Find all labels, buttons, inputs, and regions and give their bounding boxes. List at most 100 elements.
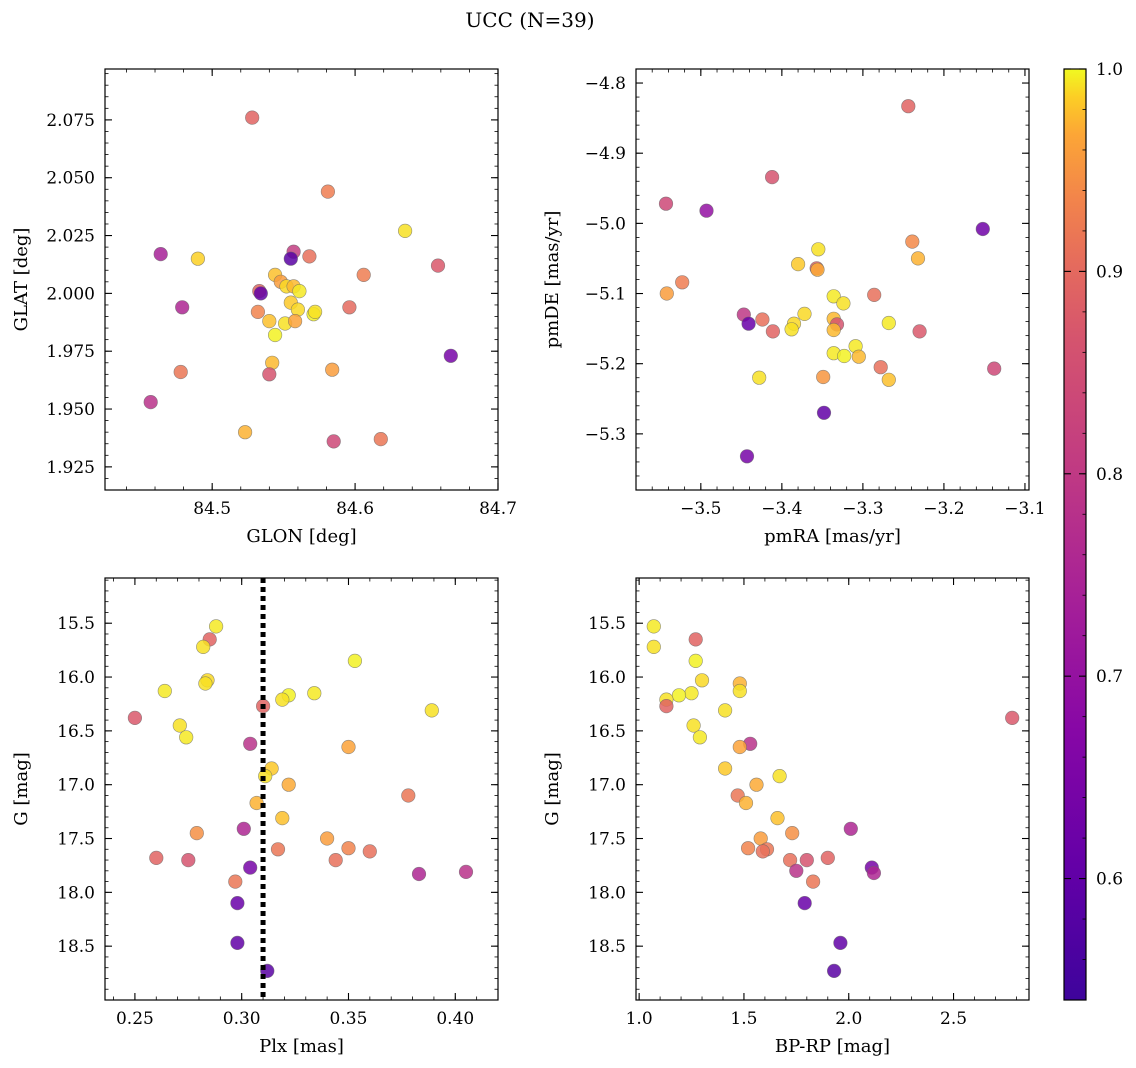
y-tick-label: 17.0 [588, 776, 626, 796]
data-point [325, 362, 340, 377]
data-point [646, 619, 661, 634]
colorbar-tick-label: 1.0 [1096, 60, 1123, 80]
data-point [881, 315, 896, 331]
x-tick-label: 0.25 [116, 1009, 154, 1029]
axes-frame [104, 577, 499, 1001]
data-point [851, 349, 866, 364]
scatter-points [658, 99, 1002, 464]
data-point [784, 322, 799, 337]
data-point [843, 821, 858, 836]
data-point [458, 864, 474, 880]
x-tick-label: −3.3 [842, 499, 883, 519]
axes-frame [104, 68, 499, 491]
data-point [694, 673, 710, 688]
y-axis-label: G [mag] [542, 752, 563, 825]
data-point [292, 284, 307, 299]
data-point [149, 850, 164, 866]
data-point [671, 688, 687, 703]
data-point [347, 653, 363, 669]
data-point [243, 860, 258, 875]
data-point [646, 639, 661, 655]
data-point [157, 683, 172, 699]
x-tick-label: 84.6 [336, 499, 374, 519]
data-point [342, 300, 357, 315]
data-point [288, 314, 303, 329]
data-point [250, 304, 265, 320]
data-point [411, 866, 427, 882]
data-point [430, 258, 446, 273]
data-point [362, 844, 377, 859]
data-point [987, 361, 1002, 376]
data-point [684, 686, 699, 701]
y-axis-label: pmDE [mas/yr] [542, 211, 563, 349]
y-tick-label: 18.5 [57, 937, 95, 957]
y-tick-label: 16.0 [57, 668, 95, 688]
panel-bottom-right: 1.0 1.5 2.0 2.5 15.5 16.0 16.5 17.0 17.5 18.0 18.5… [542, 577, 1030, 1057]
data-point [373, 432, 388, 447]
data-point [659, 698, 674, 714]
data-point [790, 257, 806, 272]
data-point [253, 286, 268, 301]
data-point [770, 810, 785, 826]
data-point [243, 736, 258, 751]
data-point [281, 777, 296, 792]
data-point [659, 286, 674, 301]
data-point [826, 322, 841, 338]
data-point [739, 449, 755, 464]
data-point [732, 683, 747, 699]
data-point [308, 304, 323, 320]
data-point [820, 850, 835, 866]
y-tick-label: −5.0 [585, 214, 626, 234]
data-point [275, 810, 290, 826]
data-point [837, 348, 852, 364]
data-point [401, 788, 416, 803]
data-point [341, 739, 356, 755]
x-tick-label: 84.5 [193, 499, 231, 519]
scatter-points [127, 619, 474, 979]
data-point [836, 296, 851, 311]
data-point [797, 895, 812, 911]
scatter-points [143, 110, 458, 449]
x-tick-label: 0.40 [436, 1009, 474, 1029]
panel-top-right: −3.5 −3.4 −3.3 −3.2 −3.1 −5.3 −5.2 −5.1 −5.0 −4.9… [542, 68, 1046, 547]
data-point [789, 863, 804, 878]
colorbar-gradient [1063, 68, 1087, 1001]
data-point [873, 360, 888, 375]
data-point [262, 314, 277, 329]
data-point [738, 795, 754, 811]
data-point [910, 251, 926, 266]
y-tick-label: 17.0 [57, 776, 95, 796]
data-point [356, 267, 371, 283]
data-point [236, 821, 251, 836]
data-point [190, 251, 205, 266]
y-tick-label: 18.0 [588, 883, 626, 903]
data-point [785, 825, 800, 841]
data-point [692, 730, 708, 745]
y-tick-label: 2.000 [46, 284, 95, 304]
x-axis-label: pmRA [mas/yr] [764, 526, 901, 547]
panel-top-left: 84.5 84.6 84.7 1.925 1.950 1.975 2.000 2.025 2.0… [11, 68, 517, 547]
data-point [196, 639, 211, 655]
x-tick-label: 0.35 [330, 1009, 368, 1029]
scatter-points [646, 619, 1020, 979]
y-tick-label: −4.8 [585, 74, 626, 94]
data-point [275, 692, 290, 707]
data-point [230, 895, 245, 911]
data-point [686, 718, 701, 733]
y-tick-label: 16.5 [57, 722, 95, 742]
data-point [797, 306, 812, 322]
data-point [912, 324, 927, 339]
axes-frame [635, 577, 1030, 1001]
data-point [658, 196, 674, 211]
data-point [326, 434, 341, 449]
data-point [320, 184, 336, 199]
data-point [901, 99, 916, 114]
y-tick-label: 1.975 [46, 342, 95, 362]
data-point [127, 710, 142, 726]
x-tick-label: 84.7 [479, 499, 517, 519]
x-tick-label: −3.1 [1004, 499, 1045, 519]
data-point [688, 632, 703, 647]
data-point [1005, 710, 1020, 726]
y-tick-label: 17.5 [57, 830, 95, 850]
axes-frame [635, 68, 1030, 491]
